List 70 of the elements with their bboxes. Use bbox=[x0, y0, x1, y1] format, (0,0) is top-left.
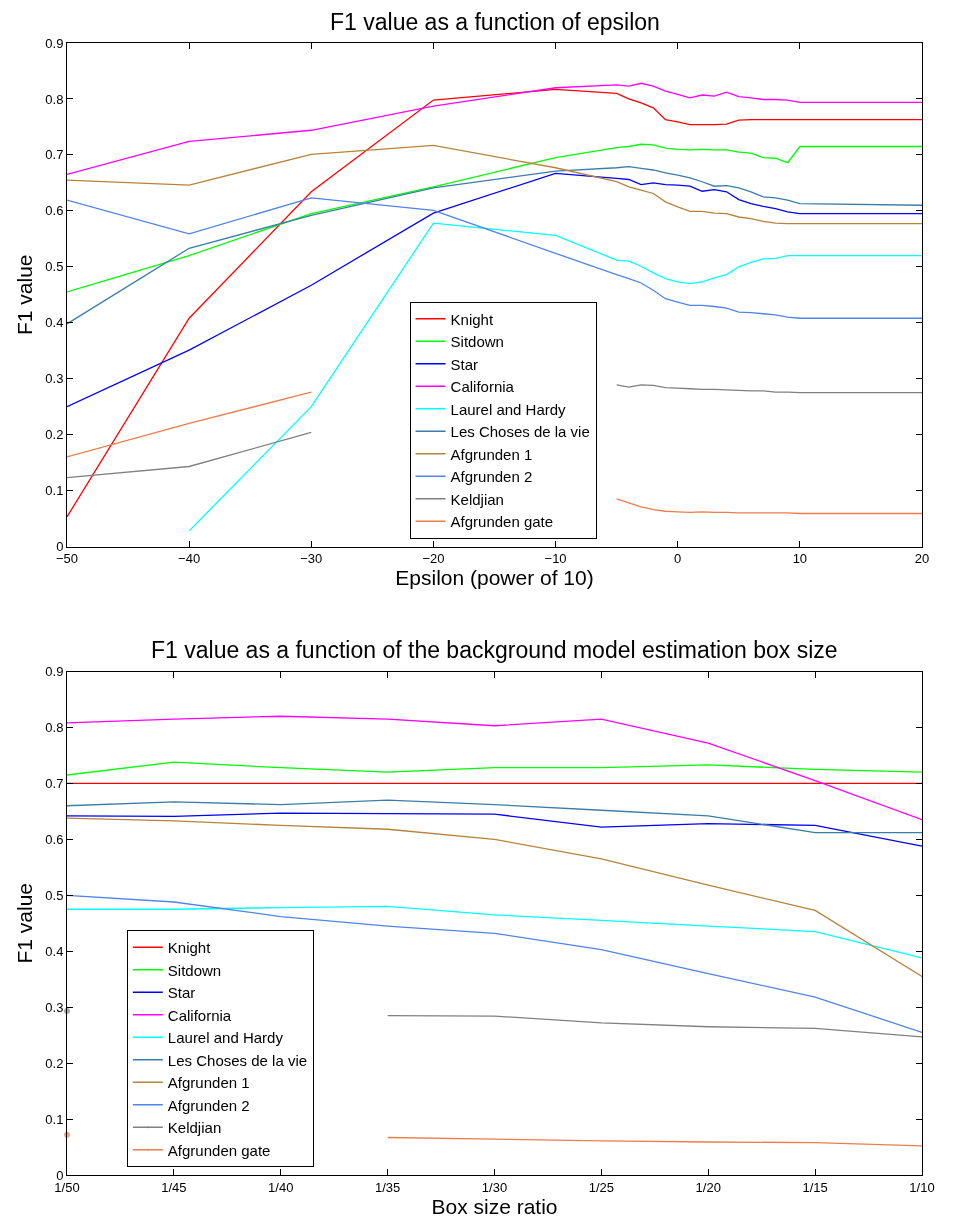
y-tick-label: 0.1 bbox=[45, 483, 64, 499]
line-series bbox=[188, 222, 922, 532]
y-tick-label: 0.3 bbox=[45, 999, 64, 1015]
x-tick-label: 1/45 bbox=[161, 1179, 187, 1195]
y-tick-label: 0.5 bbox=[45, 887, 64, 903]
line-series bbox=[67, 905, 922, 959]
y-tick-label: 0.2 bbox=[45, 1055, 64, 1071]
legend-label: Keldjian bbox=[450, 490, 504, 508]
y-tick-label: 0.6 bbox=[45, 831, 64, 847]
x-tick-label: 1/40 bbox=[268, 1179, 294, 1195]
legend-label: Keldjian bbox=[167, 1119, 222, 1137]
x-tick-label: −10 bbox=[544, 551, 567, 567]
line-series bbox=[67, 812, 922, 847]
y-tick-label: 0.8 bbox=[45, 719, 64, 735]
legend-label: Knight bbox=[167, 939, 212, 957]
legend-label: Afgrunden gate bbox=[450, 513, 554, 531]
x-tick-label: 1/30 bbox=[481, 1179, 508, 1195]
y-axis-title: F1 value bbox=[13, 882, 37, 964]
line-series bbox=[67, 82, 922, 176]
x-tick-label: 1/15 bbox=[802, 1179, 828, 1195]
x-tick-label: 1/20 bbox=[695, 1179, 721, 1195]
y-tick-label: 0.2 bbox=[45, 427, 64, 443]
y-tick-label: 0.4 bbox=[45, 943, 64, 959]
y-tick-label: 0.6 bbox=[45, 203, 64, 219]
legend-label: Sitdown bbox=[167, 961, 222, 979]
line-series bbox=[67, 88, 922, 518]
legend-label: Star bbox=[450, 355, 479, 373]
x-tick-label: −30 bbox=[300, 551, 323, 567]
y-tick-label: 0.4 bbox=[45, 315, 64, 331]
legend-label: Afgrunden 1 bbox=[450, 445, 533, 463]
line-series bbox=[67, 143, 922, 293]
legend-label: Knight bbox=[450, 310, 494, 328]
legend-label: Les Choses de la vie bbox=[450, 423, 590, 441]
y-tick-label: 0.7 bbox=[45, 147, 64, 163]
chart-title: F1 value as a function of epsilon bbox=[330, 9, 660, 35]
y-tick-label: 0.1 bbox=[45, 1111, 64, 1127]
legend-label: Afgrunden gate bbox=[167, 1141, 271, 1159]
legend-label: Afgrunden 2 bbox=[167, 1096, 250, 1114]
y-tick-label: 0.7 bbox=[45, 775, 64, 791]
y-tick-label: 0.8 bbox=[45, 91, 64, 107]
legend-label: Les Choses de la vie bbox=[167, 1051, 308, 1069]
line-series bbox=[67, 799, 922, 834]
x-tick-label: −20 bbox=[422, 551, 445, 567]
x-tick-label: 1/10 bbox=[909, 1179, 935, 1195]
y-axis-title: F1 value bbox=[13, 254, 37, 336]
legend-label: Laurel and Hardy bbox=[167, 1029, 284, 1047]
x-tick-label: 20 bbox=[914, 551, 930, 567]
line-series bbox=[67, 761, 922, 776]
chart-title: F1 value as a function of the background model estimation box size bbox=[151, 637, 838, 663]
x-tick-label: −40 bbox=[178, 551, 201, 567]
line-series bbox=[67, 817, 922, 978]
x-axis-title: Box size ratio bbox=[431, 1194, 558, 1218]
y-tick-label: 0.5 bbox=[45, 259, 64, 275]
legend-label: California bbox=[167, 1006, 232, 1024]
line-series bbox=[67, 144, 922, 225]
x-tick-label: 10 bbox=[792, 551, 808, 567]
y-tick-label: 0.3 bbox=[45, 371, 64, 387]
y-tick-label: 0.9 bbox=[45, 664, 64, 680]
legend-label: California bbox=[450, 378, 515, 396]
legend-label: Laurel and Hardy bbox=[450, 400, 567, 418]
x-tick-label: 1/35 bbox=[374, 1179, 401, 1195]
x-tick-label: 1/25 bbox=[588, 1179, 615, 1195]
x-axis-title: Epsilon (power of 10) bbox=[395, 566, 594, 590]
line-series bbox=[67, 715, 922, 821]
legend-label: Star bbox=[167, 984, 196, 1002]
y-tick-label: 0.9 bbox=[45, 35, 64, 51]
legend-label: Sitdown bbox=[450, 333, 504, 351]
legend-label: Afgrunden 2 bbox=[450, 468, 533, 486]
x-tick-label: 0 bbox=[674, 551, 682, 567]
legend-label: Afgrunden 1 bbox=[167, 1074, 250, 1092]
